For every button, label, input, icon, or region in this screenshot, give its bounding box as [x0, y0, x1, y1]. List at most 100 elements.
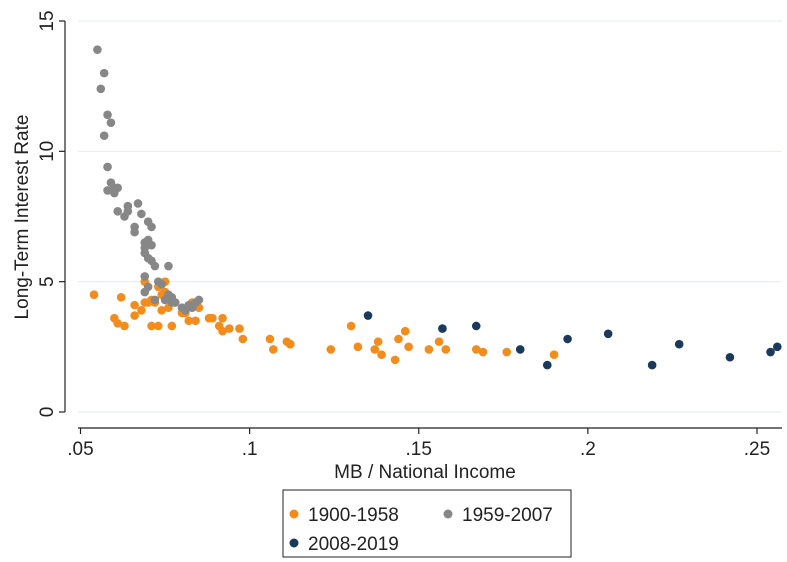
data-point — [113, 319, 123, 328]
data-point — [542, 360, 552, 370]
data-point — [218, 326, 227, 336]
data-point — [208, 313, 217, 323]
data-point — [113, 206, 123, 216]
data-point — [130, 227, 139, 237]
data-point — [96, 84, 106, 94]
x-tick-label: .2 — [580, 439, 596, 460]
y-tick-label: 10 — [37, 141, 58, 162]
x-tick-label: .15 — [406, 439, 432, 460]
data-point — [218, 313, 227, 323]
data-point — [93, 45, 102, 54]
data-point — [346, 321, 356, 331]
data-point — [373, 337, 383, 346]
data-point — [164, 261, 173, 271]
legend-box — [282, 489, 572, 558]
data-point — [394, 334, 403, 344]
data-point — [140, 272, 150, 281]
data-point — [370, 345, 380, 354]
data-point — [424, 345, 434, 354]
data-point — [194, 295, 204, 305]
legend-marker-1900-1958 — [289, 509, 299, 519]
data-point — [133, 199, 143, 208]
data-point — [363, 311, 373, 320]
data-point — [471, 345, 481, 354]
data-point — [353, 342, 363, 352]
data-point — [235, 324, 244, 333]
data-point — [471, 321, 481, 331]
data-point — [265, 334, 275, 344]
legend: 1900-1958 1959-2007 2008-2019 — [282, 489, 572, 558]
data-point — [772, 342, 782, 352]
data-point — [441, 345, 451, 354]
axes — [64, 21, 782, 429]
grid-lines — [78, 20, 782, 413]
data-point — [123, 206, 133, 216]
legend-label-1900-1958: 1900-1958 — [308, 505, 399, 526]
data-point — [725, 352, 735, 362]
data-point — [89, 290, 99, 300]
data-point — [191, 316, 200, 326]
data-point — [157, 306, 166, 315]
data-point — [269, 345, 278, 354]
data-point — [377, 350, 386, 359]
data-point — [153, 321, 163, 331]
data-point — [170, 298, 180, 307]
data-point — [99, 131, 109, 140]
data-point — [549, 350, 559, 359]
data-point — [147, 240, 156, 250]
series-1959-2007 — [93, 45, 204, 315]
data-point — [143, 282, 153, 292]
y-axis-title: Long-Term Interest Rate — [12, 115, 33, 320]
data-point — [238, 334, 248, 344]
data-point — [130, 311, 139, 320]
x-tick-label: .05 — [67, 439, 93, 460]
data-point — [438, 324, 447, 333]
legend-label-1959-2007: 1959-2007 — [462, 505, 553, 526]
y-tick-label: 5 — [37, 276, 58, 287]
data-point — [502, 347, 511, 357]
data-point — [147, 222, 156, 232]
data-point — [647, 360, 657, 370]
data-point — [150, 295, 160, 305]
x-axis-title: MB / National Income — [334, 462, 516, 483]
data-point — [674, 339, 684, 349]
legend-marker-1959-2007 — [443, 509, 453, 519]
data-point — [150, 261, 160, 271]
data-point — [106, 118, 116, 127]
data-point — [404, 342, 413, 352]
x-ticks: .05 .1 .15 .2 .25 — [67, 428, 770, 460]
data-point — [157, 279, 166, 289]
data-point — [137, 209, 146, 219]
data-point — [103, 110, 112, 120]
data-point — [515, 345, 525, 354]
data-point — [390, 355, 400, 365]
data-point — [116, 293, 126, 302]
data-point — [120, 321, 129, 331]
data-point — [167, 321, 177, 331]
legend-label-2008-2019: 2008-2019 — [308, 534, 399, 555]
data-point — [99, 68, 109, 78]
data-point — [326, 345, 336, 354]
data-point — [766, 347, 775, 357]
y-ticks: 0 5 10 15 — [37, 10, 65, 417]
data-point — [478, 347, 488, 357]
legend-marker-2008-2019 — [289, 538, 299, 548]
data-point — [103, 162, 112, 172]
data-points — [89, 45, 782, 370]
data-point — [103, 186, 112, 195]
x-tick-label: .1 — [242, 439, 258, 460]
data-point — [563, 334, 572, 344]
series-2008-2019 — [363, 311, 782, 370]
data-point — [434, 337, 444, 346]
data-point — [400, 326, 410, 336]
data-point — [225, 324, 234, 333]
data-point — [603, 329, 613, 339]
data-point — [184, 316, 194, 326]
y-tick-label: 15 — [37, 10, 58, 31]
data-point — [285, 339, 295, 349]
data-point — [130, 300, 139, 310]
data-point — [147, 321, 156, 331]
data-point — [137, 306, 146, 315]
